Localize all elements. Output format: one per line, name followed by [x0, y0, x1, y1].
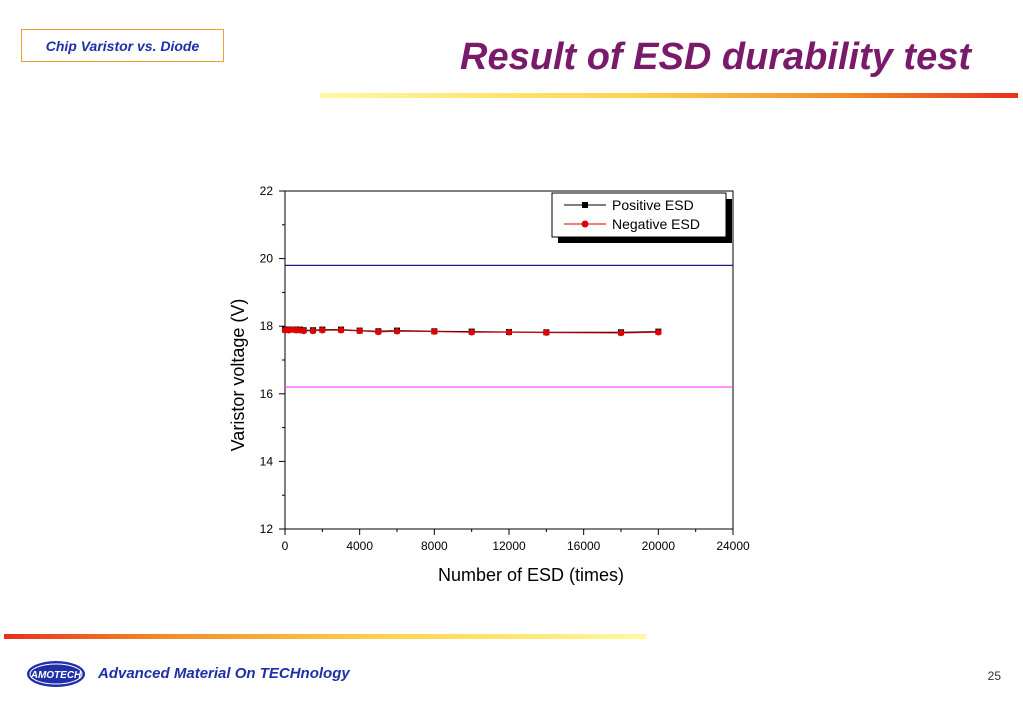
data-point: [309, 327, 317, 335]
legend-box: [551, 192, 727, 238]
legend-label: Positive ESD: [612, 197, 694, 213]
x-axis-title: Number of ESD (times): [438, 565, 624, 585]
amotech-logo: AMOTECH: [27, 661, 85, 687]
x-tick-label: 8000: [421, 539, 448, 553]
legend-marker: [581, 220, 589, 228]
company-name: Advanced Material On TECHnology: [98, 665, 350, 682]
x-tick-label: 24000: [716, 539, 750, 553]
legend-marker: [582, 202, 588, 208]
data-point: [431, 328, 438, 335]
data-point: [655, 329, 662, 336]
logo-text: AMOTECH: [30, 670, 82, 681]
page-number: 25: [987, 669, 1001, 683]
x-tick-label: 0: [282, 539, 289, 553]
legend-label: Negative ESD: [612, 216, 700, 232]
y-tick-label: 14: [260, 454, 274, 468]
data-point: [337, 327, 345, 334]
x-tick-label: 16000: [567, 539, 601, 553]
y-tick-label: 22: [260, 184, 274, 198]
topic-tag: Chip Varistor vs. Diode: [21, 29, 224, 62]
data-point: [505, 329, 513, 336]
x-tick-label: 4000: [346, 539, 373, 553]
title-underline: [320, 93, 1018, 98]
slide-title: Result of ESD durability test: [460, 36, 971, 78]
topic-tag-label: Chip Varistor vs. Diode: [45, 37, 200, 54]
y-tick-label: 18: [260, 319, 274, 333]
footer-divider: [4, 634, 646, 639]
data-point: [468, 329, 475, 336]
data-point: [393, 328, 401, 335]
x-tick-label: 12000: [492, 539, 526, 553]
data-point: [319, 327, 326, 334]
data-point: [543, 329, 550, 336]
data-point: [300, 327, 307, 335]
data-point: [375, 328, 382, 336]
y-tick-label: 20: [260, 252, 274, 266]
y-axis-title: Varistor voltage (V): [228, 299, 248, 452]
y-tick-label: 16: [260, 387, 274, 401]
data-point: [617, 329, 625, 337]
x-tick-label: 20000: [642, 539, 676, 553]
data-point: [356, 327, 363, 335]
y-tick-label: 12: [260, 522, 274, 536]
